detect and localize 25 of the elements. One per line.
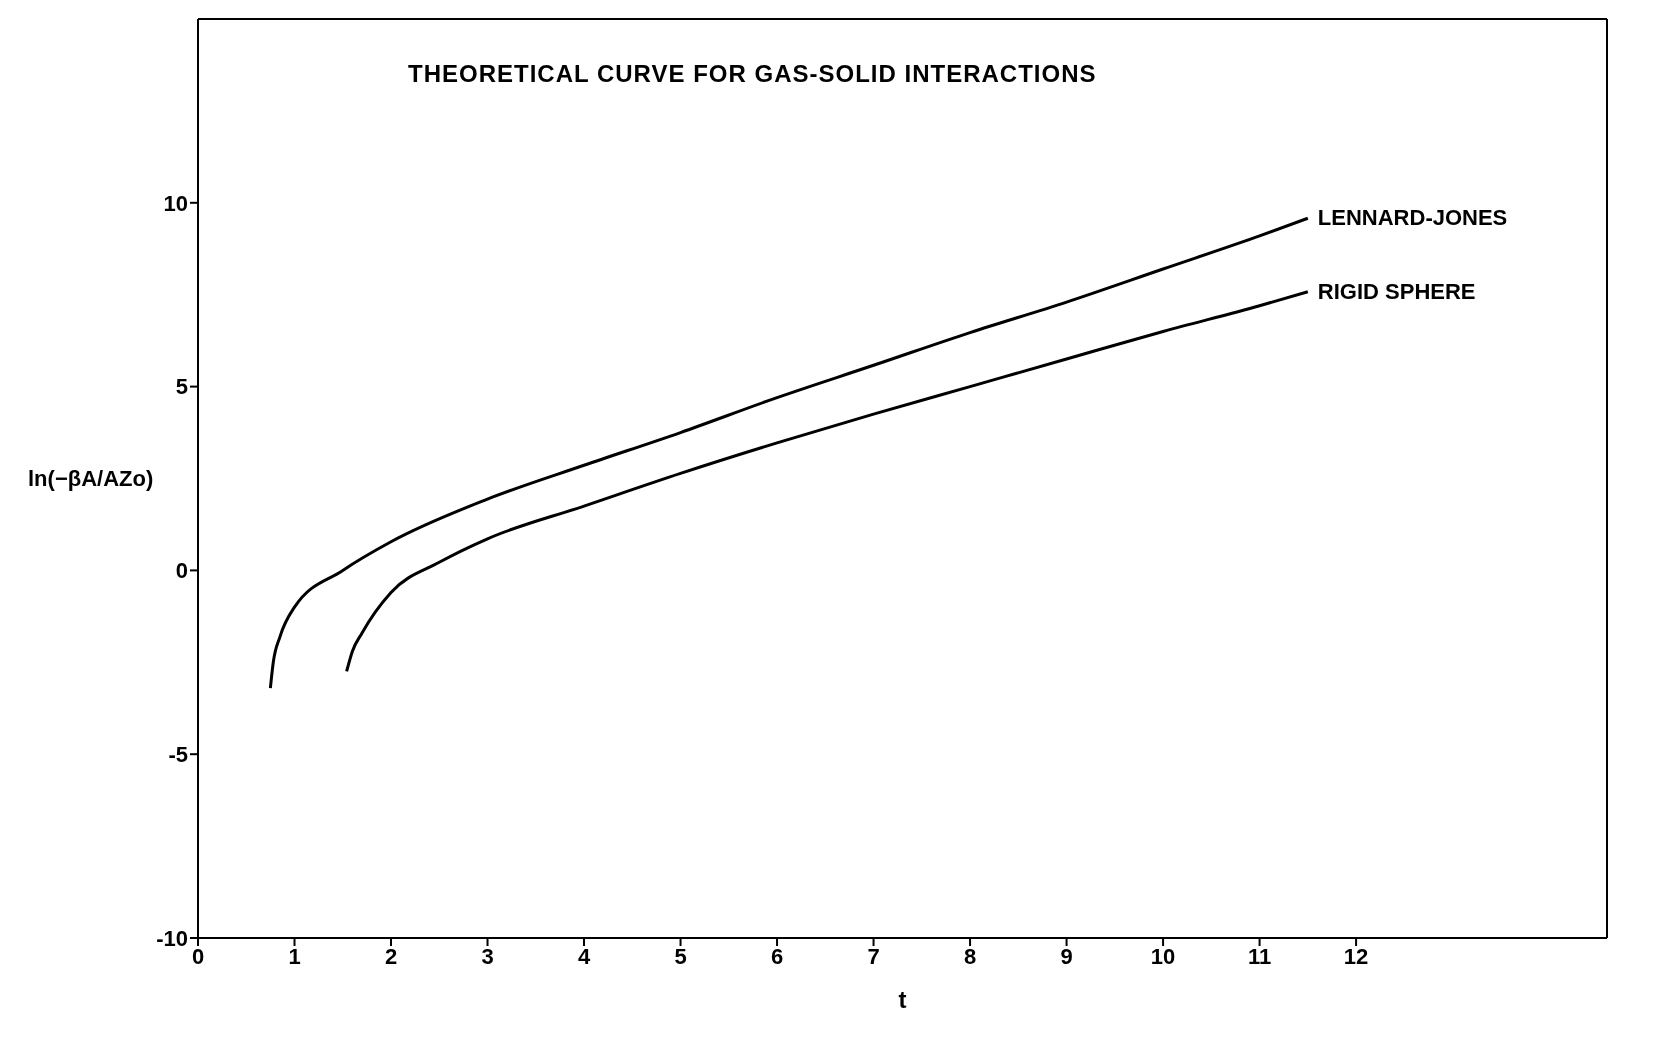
x-axis-title: t	[898, 986, 907, 1013]
x-tick-label: 4	[577, 943, 591, 969]
x-tick-label: 9	[1060, 943, 1073, 969]
x-tick-label: 6	[770, 943, 784, 969]
line-series	[345, 290, 1310, 673]
text: THEORETICAL CURVE FOR GAS-SOLID INTERACTIONS	[408, 60, 1097, 88]
x-tick-label: 12	[1343, 943, 1369, 969]
x-tick-label: 8	[963, 943, 977, 969]
x-tick-label: 3	[481, 943, 494, 969]
series-label: LENNARD-JONES	[1317, 205, 1508, 231]
x-tick-label: 2	[384, 943, 398, 969]
x-tick-label: 7	[867, 943, 880, 969]
x-tick-label: 0	[191, 943, 205, 969]
y-tick-label: 0	[175, 558, 188, 584]
x-tick-label: 11	[1247, 943, 1272, 969]
x-tick-label: 10	[1150, 943, 1176, 969]
y-tick-label: -5	[168, 742, 188, 768]
y-tick-label: -10	[156, 925, 188, 951]
x-tick-label: 5	[674, 943, 687, 969]
y-tick-label: 10	[163, 190, 188, 216]
series-label: RIGID SPHERE	[1317, 278, 1476, 304]
line-series	[268, 216, 1310, 690]
y-tick-label: 5	[175, 374, 188, 400]
y-axis-title: ln(−βA/AZo)	[28, 466, 154, 492]
x-tick-label: 1	[288, 943, 301, 969]
